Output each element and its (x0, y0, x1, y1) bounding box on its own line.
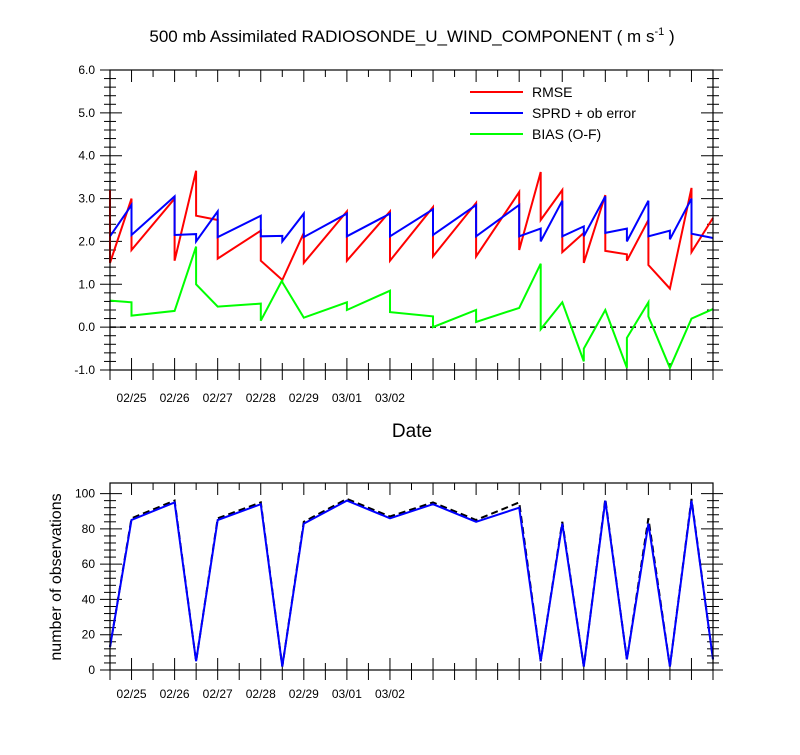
top-y-tick-label: 3.0 (78, 192, 95, 206)
x-axis-label: Date (392, 421, 432, 442)
bottom-x-tick-label: 03/01 (332, 687, 362, 701)
bottom-x-tick-label: 02/26 (160, 687, 190, 701)
legend: RMSE SPRD + ob error BIAS (O-F) (470, 84, 636, 142)
top-x-tick-label: 02/26 (160, 391, 190, 405)
top-series (109, 170, 714, 371)
bottom-series (109, 497, 714, 667)
bottom-y-tick-label: 20 (82, 628, 96, 642)
bottom-x-tick-label: 03/02 (375, 687, 405, 701)
title-end: ) (664, 27, 674, 46)
top-x-tick-label: 02/29 (289, 391, 319, 405)
title-superscript: -1 (654, 26, 664, 38)
top-x-tick-label: 03/02 (375, 391, 405, 405)
bottom-x-tick-label: 02/29 (289, 687, 319, 701)
bottom-plot-frame (109, 482, 714, 671)
chart-title: 500 mb Assimilated RADIOSONDE_U_WIND_COM… (149, 26, 674, 46)
title-main: 500 mb Assimilated RADIOSONDE_U_WIND_COM… (149, 27, 654, 46)
series-observations-solid (109, 499, 714, 667)
top-x-tick-label: 03/01 (332, 391, 362, 405)
bottom-axis-ticks (100, 483, 723, 680)
bottom-x-tick-label: 02/27 (203, 687, 233, 701)
top-y-tick-label: 6.0 (78, 63, 95, 77)
bottom-y-tick-label: 60 (82, 557, 96, 571)
bottom-y-tick-label: 40 (82, 592, 96, 606)
top-y-tick-label: -1.0 (74, 363, 95, 377)
series-bias-o-f (109, 246, 714, 371)
series-observations-dashed (109, 497, 714, 667)
bottom-y-tick-label: 80 (82, 522, 96, 536)
legend-label: RMSE (532, 84, 572, 100)
legend-label: BIAS (O-F) (532, 126, 601, 142)
series-sprd-ob-error (109, 194, 714, 245)
legend-label: SPRD + ob error (532, 105, 636, 121)
top-x-tick-label: 02/27 (203, 391, 233, 405)
bottom-x-tick-label: 02/25 (117, 687, 147, 701)
y-axis-label-observations: number of observations (48, 493, 65, 660)
series-rmse (109, 170, 714, 291)
top-y-tick-label: 2.0 (78, 234, 95, 248)
bottom-x-tick-label: 02/28 (246, 687, 276, 701)
bottom-y-tick-label: 100 (75, 487, 95, 501)
top-axis-tick-labels: 02/25 02/26 02/27 02/28 02/29 03/01 03/02 -1.0 0… (74, 63, 405, 405)
top-y-tick-label: 4.0 (78, 149, 95, 163)
top-x-tick-label: 02/28 (246, 391, 276, 405)
top-y-tick-label: 1.0 (78, 277, 95, 291)
top-y-tick-label: 5.0 (78, 106, 95, 120)
top-plot-frame (109, 69, 714, 371)
top-y-tick-label: 0.0 (78, 320, 95, 334)
bottom-axis-tick-labels: 02/25 02/26 02/27 02/28 02/29 03/01 03/02 0 20 40… (75, 487, 405, 701)
bottom-y-tick-label: 0 (88, 663, 95, 677)
top-x-tick-label: 02/25 (117, 391, 147, 405)
